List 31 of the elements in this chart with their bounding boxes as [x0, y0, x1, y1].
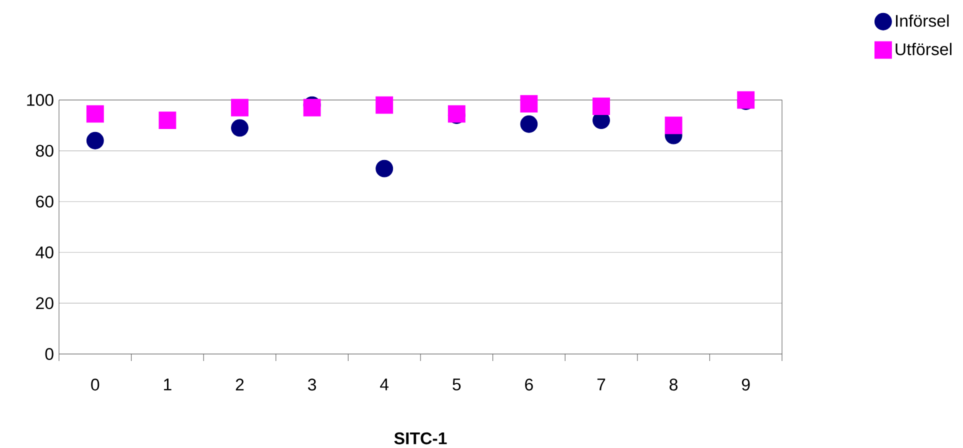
x-tick-label: 1 [164, 378, 172, 390]
y-tick-label: 100 [27, 94, 54, 106]
x-tick-label: 8 [670, 378, 678, 391]
x-tick-label: 7 [597, 378, 606, 390]
x-axis-title: SITC-1 [394, 432, 447, 444]
point [520, 115, 538, 133]
legend-label: Införsel [896, 14, 949, 27]
x-tick-label: 2 [236, 378, 244, 390]
point [86, 132, 104, 150]
x-tick-label: 6 [525, 378, 533, 391]
point [86, 105, 104, 123]
point [592, 98, 610, 116]
x-tick-label: 4 [380, 378, 389, 390]
point [376, 96, 394, 114]
point [303, 98, 321, 116]
y-tick-label: 60 [36, 196, 54, 208]
x-tick-label: 5 [452, 378, 461, 390]
y-tick-label: 20 [36, 297, 54, 310]
point [664, 116, 682, 134]
point [158, 112, 176, 130]
x-tick-label: 3 [308, 378, 316, 391]
legend-label: Utförsel [896, 42, 952, 56]
x-tick-label: 0 [91, 378, 100, 391]
y-tick-label: 0 [45, 348, 54, 360]
point [520, 95, 538, 113]
y-tick-label: 40 [36, 246, 54, 258]
x-tick-label: 9 [742, 378, 750, 391]
point [376, 160, 394, 178]
point [231, 98, 248, 116]
point [231, 119, 248, 137]
y-tick-label: 80 [36, 144, 54, 157]
